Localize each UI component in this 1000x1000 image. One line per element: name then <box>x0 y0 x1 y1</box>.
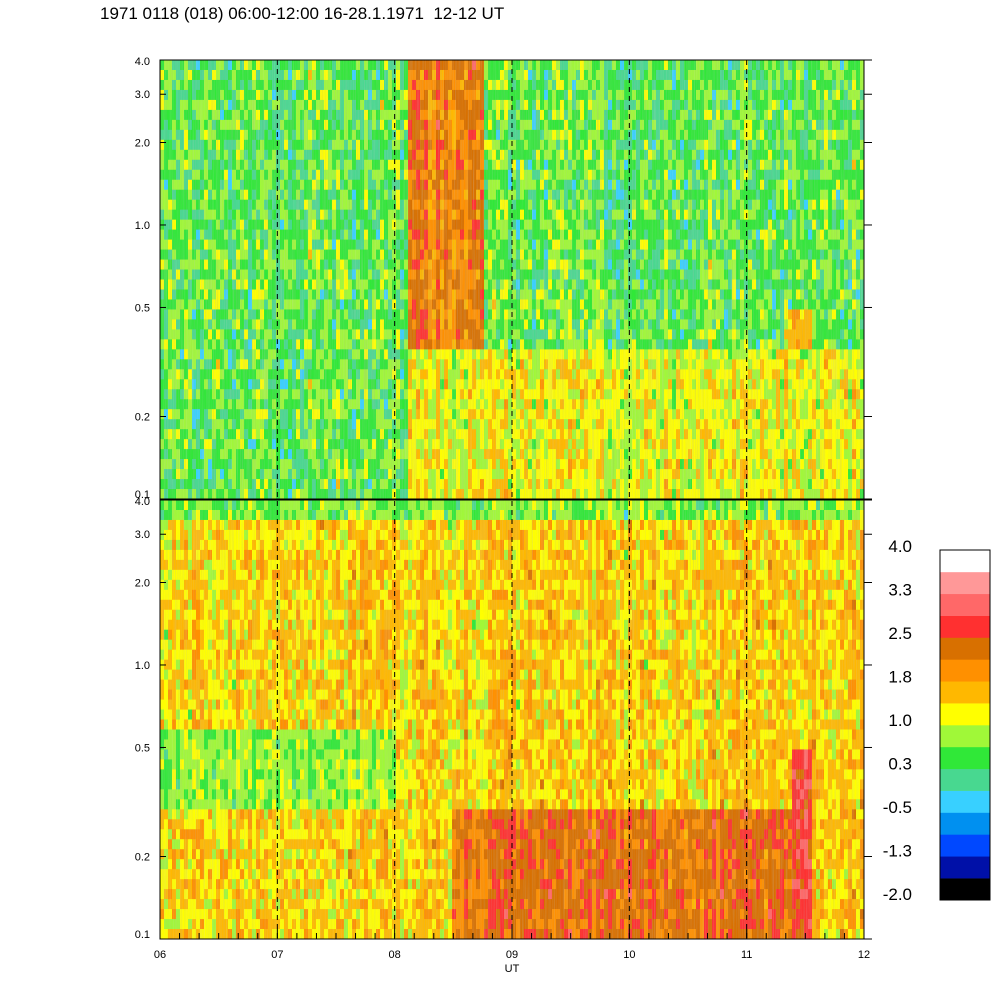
colorbar-label: -0.5 <box>883 798 912 817</box>
colorbar-label: 2.5 <box>888 624 912 643</box>
y-tick-label: 3.0 <box>135 529 150 541</box>
colorbar-label: 3.3 <box>888 581 912 600</box>
colorbar: 4.0 3.3 2.5 1.8 1.0 0.3 -0.5 -1.3 -2.0 <box>883 537 991 904</box>
colorbar-swatch <box>940 571 990 595</box>
y-tick-label: 2.0 <box>135 577 150 589</box>
y-tick-label: 3.0 <box>135 89 150 101</box>
colorbar-swatch <box>940 615 990 638</box>
colorbar-label: 4.0 <box>888 537 912 556</box>
y-tick-label: 4.0 <box>135 496 150 508</box>
colorbar-swatch <box>940 812 990 835</box>
colorbar-swatch <box>940 834 990 857</box>
hour-grid-lines <box>276 60 748 939</box>
y-tick-label: 4.0 <box>135 56 150 68</box>
y-tick-label: 0.1 <box>135 489 150 501</box>
x-tick-label: 08 <box>389 949 401 961</box>
x-tick-label: 11 <box>741 949 752 961</box>
y-tick-label: 0.2 <box>135 852 150 864</box>
colorbar-label: 1.0 <box>888 711 912 730</box>
y-tick-label: 1.0 <box>135 660 150 672</box>
axes: 0.10.20.51.02.03.04.00.10.20.51.02.03.04… <box>135 56 872 961</box>
x-tick-label: 10 <box>623 949 635 961</box>
colorbar-label: -2.0 <box>883 885 912 904</box>
colorbar-swatch <box>940 878 990 901</box>
colorbar-frame <box>939 549 991 901</box>
y-tick-label: 0.2 <box>135 412 150 424</box>
upper-panel-frame <box>159 59 865 500</box>
colorbar-swatch <box>940 550 990 573</box>
y-tick-label: 0.1 <box>135 929 150 941</box>
colorbar-swatch <box>940 725 990 748</box>
y-tick-label: 0.5 <box>135 302 150 314</box>
chart-title: 1971 0118 (018) 06:00-12:00 16-28.1.1971… <box>100 4 505 23</box>
colorbar-label: 0.3 <box>888 755 912 774</box>
colorbar-swatch <box>940 746 990 770</box>
colorbar-label: 1.8 <box>888 668 912 687</box>
x-tick-label: 07 <box>271 949 283 961</box>
x-tick-label: 06 <box>154 949 166 961</box>
colorbar-swatch <box>940 593 990 616</box>
colorbar-label: -1.3 <box>883 842 912 861</box>
colorbar-swatch <box>940 768 990 791</box>
x-tick-label: 09 <box>506 949 518 961</box>
colorbar-swatch <box>940 659 990 682</box>
x-tick-label: 12 <box>858 949 870 961</box>
colorbar-swatch <box>940 637 990 660</box>
x-axis-label: UT <box>505 963 520 975</box>
y-tick-label: 2.0 <box>135 137 150 149</box>
y-tick-label: 1.0 <box>135 220 150 232</box>
y-tick-label: 0.5 <box>135 742 150 754</box>
colorbar-swatch <box>940 856 990 879</box>
colorbar-swatch <box>940 703 990 726</box>
colorbar-swatch <box>940 681 990 704</box>
colorbar-swatch <box>940 790 990 813</box>
